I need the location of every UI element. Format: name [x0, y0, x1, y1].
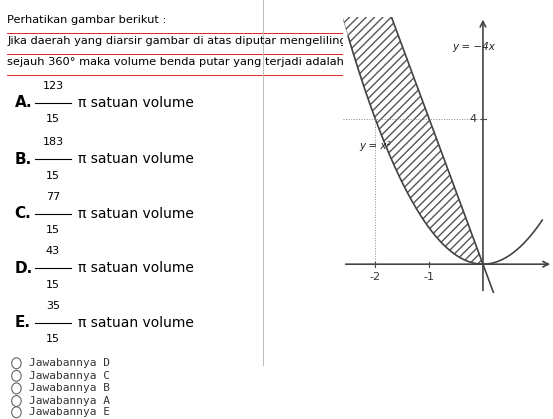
Text: π satuan volume: π satuan volume: [79, 96, 194, 110]
Text: Jawabannya D: Jawabannya D: [29, 358, 110, 368]
Text: A.: A.: [14, 95, 32, 110]
Text: 77: 77: [46, 192, 60, 202]
Text: 4: 4: [469, 114, 477, 124]
Text: Jawabannya E: Jawabannya E: [29, 407, 110, 417]
Text: π satuan volume: π satuan volume: [79, 261, 194, 275]
Text: 15: 15: [46, 171, 60, 181]
Text: π satuan volume: π satuan volume: [79, 207, 194, 221]
Text: E.: E.: [14, 315, 30, 330]
Text: 183: 183: [43, 137, 64, 147]
Text: Perhatikan gambar berikut :: Perhatikan gambar berikut :: [7, 15, 166, 25]
Text: 123: 123: [43, 81, 64, 91]
Text: -1: -1: [424, 272, 435, 282]
Text: Jawabannya C: Jawabannya C: [29, 371, 110, 381]
Text: D.: D.: [14, 261, 33, 276]
Text: π satuan volume: π satuan volume: [79, 316, 194, 330]
Text: y = x²: y = x²: [359, 142, 392, 152]
Text: 15: 15: [46, 334, 60, 344]
Text: 15: 15: [46, 225, 60, 235]
Text: Jika daerah yang diarsir gambar di atas diputar mengeliling sumbu x: Jika daerah yang diarsir gambar di atas …: [7, 36, 400, 46]
Text: y = −4x: y = −4x: [452, 42, 495, 52]
Text: B.: B.: [14, 152, 32, 167]
Text: sejauh 360° maka volume benda putar yang terjadi adalah ....: sejauh 360° maka volume benda putar yang…: [7, 57, 362, 67]
Text: 15: 15: [46, 114, 60, 124]
Text: 43: 43: [46, 246, 60, 256]
Text: π satuan volume: π satuan volume: [79, 152, 194, 166]
Text: 15: 15: [46, 280, 60, 290]
Text: Jawabannya B: Jawabannya B: [29, 383, 110, 393]
Text: 35: 35: [46, 301, 60, 311]
Text: C.: C.: [14, 206, 32, 221]
Text: Jawabannya A: Jawabannya A: [29, 396, 110, 406]
Text: -2: -2: [369, 272, 381, 282]
